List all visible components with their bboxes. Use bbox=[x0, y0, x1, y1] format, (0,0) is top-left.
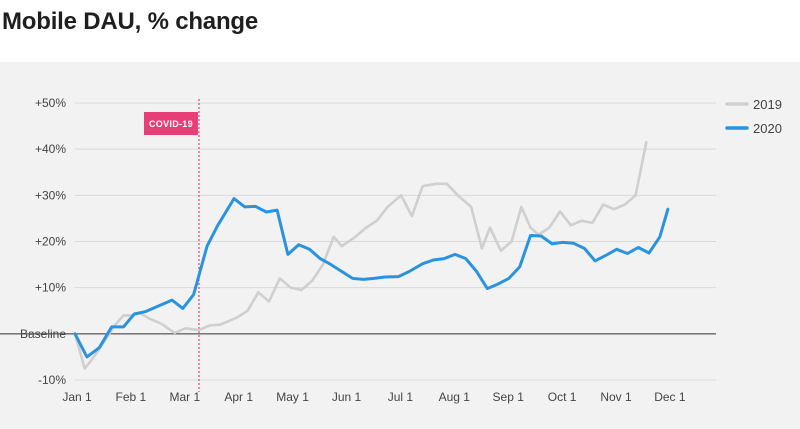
line-chart: +50% +40% +30% +20% +10% Baseline -10% Jan 1 Feb… bbox=[0, 96, 782, 404]
x-tick-label: Apr 1 bbox=[224, 390, 253, 404]
x-tick-label: Jan 1 bbox=[62, 390, 92, 404]
x-tick-label: Aug 1 bbox=[439, 390, 471, 404]
chart-area: +50% +40% +30% +20% +10% Baseline -10% Jan 1 Feb… bbox=[0, 62, 800, 429]
chart-title: Mobile DAU, % change bbox=[2, 8, 259, 35]
x-tick-label: Jul 1 bbox=[388, 390, 414, 404]
x-tick-label: Sep 1 bbox=[493, 390, 525, 404]
x-tick-label: Dec 1 bbox=[654, 390, 686, 404]
y-tick-label: +50% bbox=[35, 96, 66, 110]
x-tick-label: Feb 1 bbox=[116, 390, 147, 404]
x-tick-label: Jun 1 bbox=[332, 390, 362, 404]
y-tick-label: +30% bbox=[35, 188, 66, 202]
x-tick-label: Nov 1 bbox=[600, 390, 632, 404]
y-tick-label: +40% bbox=[35, 142, 66, 156]
series-line-2020 bbox=[73, 197, 670, 359]
y-tick-label: +20% bbox=[35, 235, 66, 249]
y-tick-label: -10% bbox=[38, 373, 66, 387]
x-tick-label: Oct 1 bbox=[548, 390, 577, 404]
legend-label-2020: 2020 bbox=[753, 121, 782, 136]
x-tick-label: May 1 bbox=[276, 390, 309, 404]
series-line-2019 bbox=[73, 140, 648, 370]
covid-badge bbox=[143, 112, 198, 135]
y-tick-label: Baseline bbox=[20, 327, 66, 341]
x-tick-label: Mar 1 bbox=[169, 390, 200, 404]
covid-badge-label: COVID-19 bbox=[149, 119, 193, 129]
y-tick-label: +10% bbox=[35, 281, 66, 295]
legend-label-2019: 2019 bbox=[753, 97, 782, 112]
